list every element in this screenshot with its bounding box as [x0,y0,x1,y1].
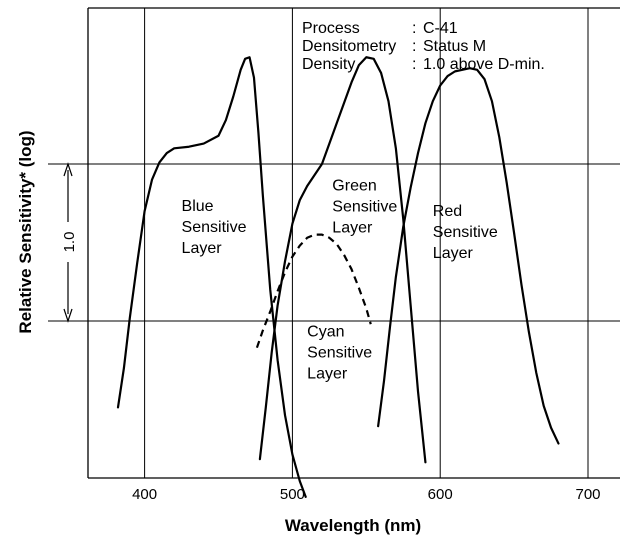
label-layer: Blue Sensitive Layer Cyan Sensitive Layer Gree… [182,178,498,383]
cyan-sensitive-layer-label-line-1: Cyan [307,324,344,341]
info-colon-density: : [412,56,416,73]
info-box: Process : C-41 Densitometry : Status M D… [302,20,545,73]
info-value-density: 1.0 above D-min. [423,56,545,73]
blue-sensitive-layer-label-line-3: Layer [182,240,223,257]
blue-sensitive-layer-label-line-2: Sensitive [182,219,247,236]
x-tick-label-500: 500 [280,486,305,503]
tick-layer: 400 500 600 700 [132,486,600,503]
info-colon-densitometry: : [412,38,416,55]
cyan-sensitive-layer-curve [255,233,372,349]
x-tick-label-600: 600 [428,486,453,503]
info-colon-process: : [412,20,416,37]
green-sensitive-layer-label-line-3: Layer [332,220,373,237]
info-key-densitometry: Densitometry [302,38,396,55]
green-sensitive-layer-label-line-1: Green [332,178,376,195]
x-axis-title: Wavelength (nm) [285,516,421,535]
grid-layer [48,7,620,479]
info-key-process: Process [302,20,360,37]
info-value-densitometry: Status M [423,38,486,55]
y-scale-arrow-top-head [63,162,73,177]
y-scale-label: 1.0 [61,232,78,253]
cyan-sensitive-layer-label-line-3: Layer [307,366,348,383]
green-sensitive-layer-label-line-2: Sensitive [332,199,397,216]
green-sensitive-layer-curve [258,56,427,464]
x-tick-label-700: 700 [575,486,600,503]
y-scale-arrow-bottom-head [63,308,73,323]
y-scale-marker: 1.0 [61,162,78,323]
red-sensitive-layer-label-line-1: Red [433,203,462,220]
blue-sensitive-layer-label-line-1: Blue [182,198,214,215]
red-sensitive-layer-label-line-2: Sensitive [433,224,498,241]
cyan-sensitive-layer-label-line-2: Sensitive [307,345,372,362]
series-layer [116,56,560,498]
red-sensitive-layer-curve [377,67,560,445]
red-sensitive-layer-label-line-3: Layer [433,245,474,262]
x-tick-label-400: 400 [132,486,157,503]
y-axis-title: Relative Sensitivity* (log) [16,130,35,333]
info-key-density: Density [302,56,355,73]
info-value-process: C-41 [423,20,458,37]
blue-sensitive-layer-curve [116,56,307,498]
